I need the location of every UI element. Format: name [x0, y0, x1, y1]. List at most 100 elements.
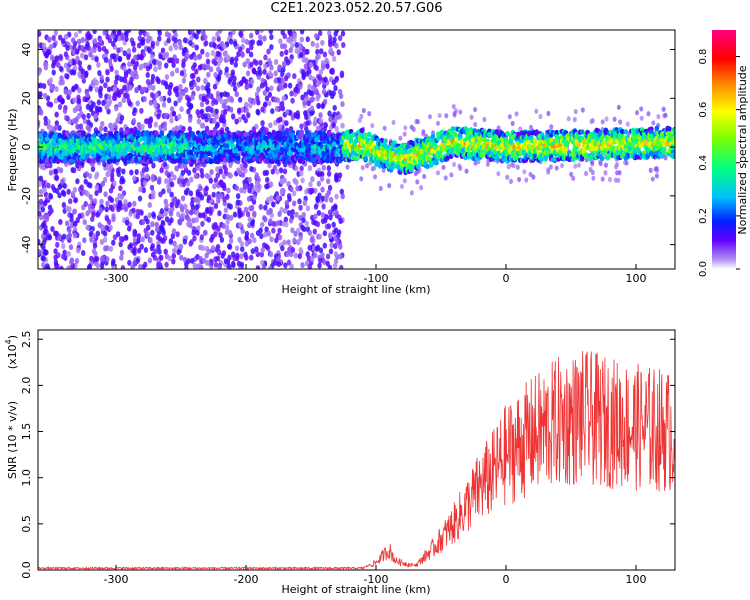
- heatmap-cell: [197, 64, 203, 71]
- heatmap-cell: [320, 39, 325, 46]
- heatmap-cell: [104, 224, 109, 231]
- heatmap-cell: [285, 59, 291, 66]
- heatmap-cell: [310, 40, 315, 47]
- heatmap-cell: [345, 164, 350, 170]
- heatmap-cell: [72, 107, 78, 114]
- heatmap-cell: [267, 60, 273, 67]
- heatmap-cell: [176, 249, 181, 256]
- heatmap-cell: [97, 69, 102, 76]
- heatmap-cell: [147, 47, 152, 54]
- heatmap-cell: [114, 69, 119, 76]
- heatmap-cell: [227, 229, 233, 236]
- heatmap-cell: [271, 220, 277, 227]
- heatmap-cell: [147, 202, 152, 209]
- heatmap-cell: [195, 263, 200, 269]
- heatmap-cell: [228, 203, 233, 210]
- heatmap-cell: [150, 221, 155, 228]
- heatmap-cell: [69, 69, 74, 76]
- heatmap-cell: [314, 246, 320, 253]
- heatmap-cell: [163, 198, 168, 205]
- heatmap-cell: [170, 57, 176, 64]
- heatmap-cell: [97, 187, 103, 194]
- heatmap-cell: [74, 48, 80, 55]
- heatmap-cell: [129, 70, 135, 77]
- heatmap-cell: [211, 35, 217, 42]
- heatmap-cell: [280, 77, 285, 84]
- heatmap-cell: [173, 36, 178, 43]
- heatmap-cell: [100, 255, 106, 262]
- heatmap-cell: [293, 230, 298, 237]
- heatmap-cell: [313, 32, 319, 39]
- heatmap-cell: [315, 195, 320, 202]
- heatmap-cell: [259, 82, 265, 89]
- heatmap-cell: [247, 96, 253, 103]
- heatmap-cell: [151, 162, 156, 169]
- heatmap-cell: [328, 116, 333, 123]
- heatmap-cell: [307, 244, 312, 251]
- heatmap-cell: [53, 259, 59, 266]
- heatmap-cell: [318, 30, 323, 37]
- heatmap-cell: [221, 222, 226, 229]
- heatmap-cell: [359, 127, 365, 134]
- heatmap-cell: [496, 171, 501, 177]
- heatmap-cell: [255, 108, 260, 115]
- heatmap-cell: [325, 63, 330, 70]
- heatmap-cell: [178, 243, 183, 250]
- heatmap-cell: [84, 96, 89, 103]
- heatmap-cell: [190, 257, 195, 264]
- heatmap-cell: [514, 111, 519, 117]
- heatmap-cell: [293, 86, 298, 93]
- heatmap-cell: [268, 122, 273, 129]
- heatmap-cell: [216, 36, 221, 43]
- heatmap-cell: [201, 257, 207, 264]
- heatmap-cell: [196, 118, 202, 125]
- heatmap-cell: [259, 233, 264, 240]
- heatmap-cell: [157, 176, 162, 183]
- heatmap-cell: [320, 195, 325, 202]
- heatmap-cell: [60, 37, 66, 44]
- heatmap-cell: [117, 35, 122, 42]
- heatmap-cell: [591, 175, 596, 181]
- heatmap-cell: [176, 199, 181, 206]
- heatmap-cell: [167, 89, 172, 96]
- heatmap-cell: [132, 64, 138, 71]
- heatmap-cell: [189, 35, 194, 42]
- heatmap-cell: [139, 243, 144, 250]
- heatmap-cell: [421, 129, 426, 135]
- heatmap-cell: [276, 117, 281, 124]
- heatmap-cell: [286, 239, 291, 246]
- heatmap-cell: [86, 34, 91, 41]
- heatmap-cell: [180, 169, 186, 176]
- heatmap-cell: [290, 97, 295, 104]
- heatmap-cell: [128, 242, 134, 249]
- heatmap-cell: [232, 85, 238, 92]
- heatmap-cell: [413, 170, 418, 177]
- heatmap-cell: [289, 90, 294, 97]
- heatmap-cell: [186, 258, 191, 265]
- heatmap-cell: [635, 110, 640, 116]
- heatmap-cell: [452, 110, 457, 117]
- heatmap-cell: [522, 169, 527, 175]
- heatmap-cell: [38, 175, 44, 182]
- heatmap-cell: [148, 116, 154, 123]
- heatmap-cell: [92, 30, 97, 35]
- heatmap-cell: [226, 96, 231, 103]
- heatmap-cell: [185, 208, 190, 215]
- heatmap-cell: [340, 101, 345, 108]
- heatmap-cell: [85, 191, 90, 198]
- heatmap-cell: [80, 52, 85, 59]
- heatmap-cell: [174, 244, 179, 251]
- heatmap-cell: [319, 48, 324, 55]
- heatmap-cell: [249, 182, 254, 189]
- heatmap-cell: [224, 66, 229, 73]
- heatmap-cell: [299, 36, 305, 43]
- heatmap-cell: [289, 263, 294, 269]
- heatmap-cell: [168, 238, 174, 245]
- heatmap-cell: [91, 101, 96, 108]
- heatmap-cell: [97, 222, 102, 229]
- heatmap-cell: [290, 227, 295, 234]
- heatmap-cell: [170, 233, 176, 240]
- heatmap-cell: [199, 167, 204, 174]
- heatmap-cell: [625, 121, 630, 127]
